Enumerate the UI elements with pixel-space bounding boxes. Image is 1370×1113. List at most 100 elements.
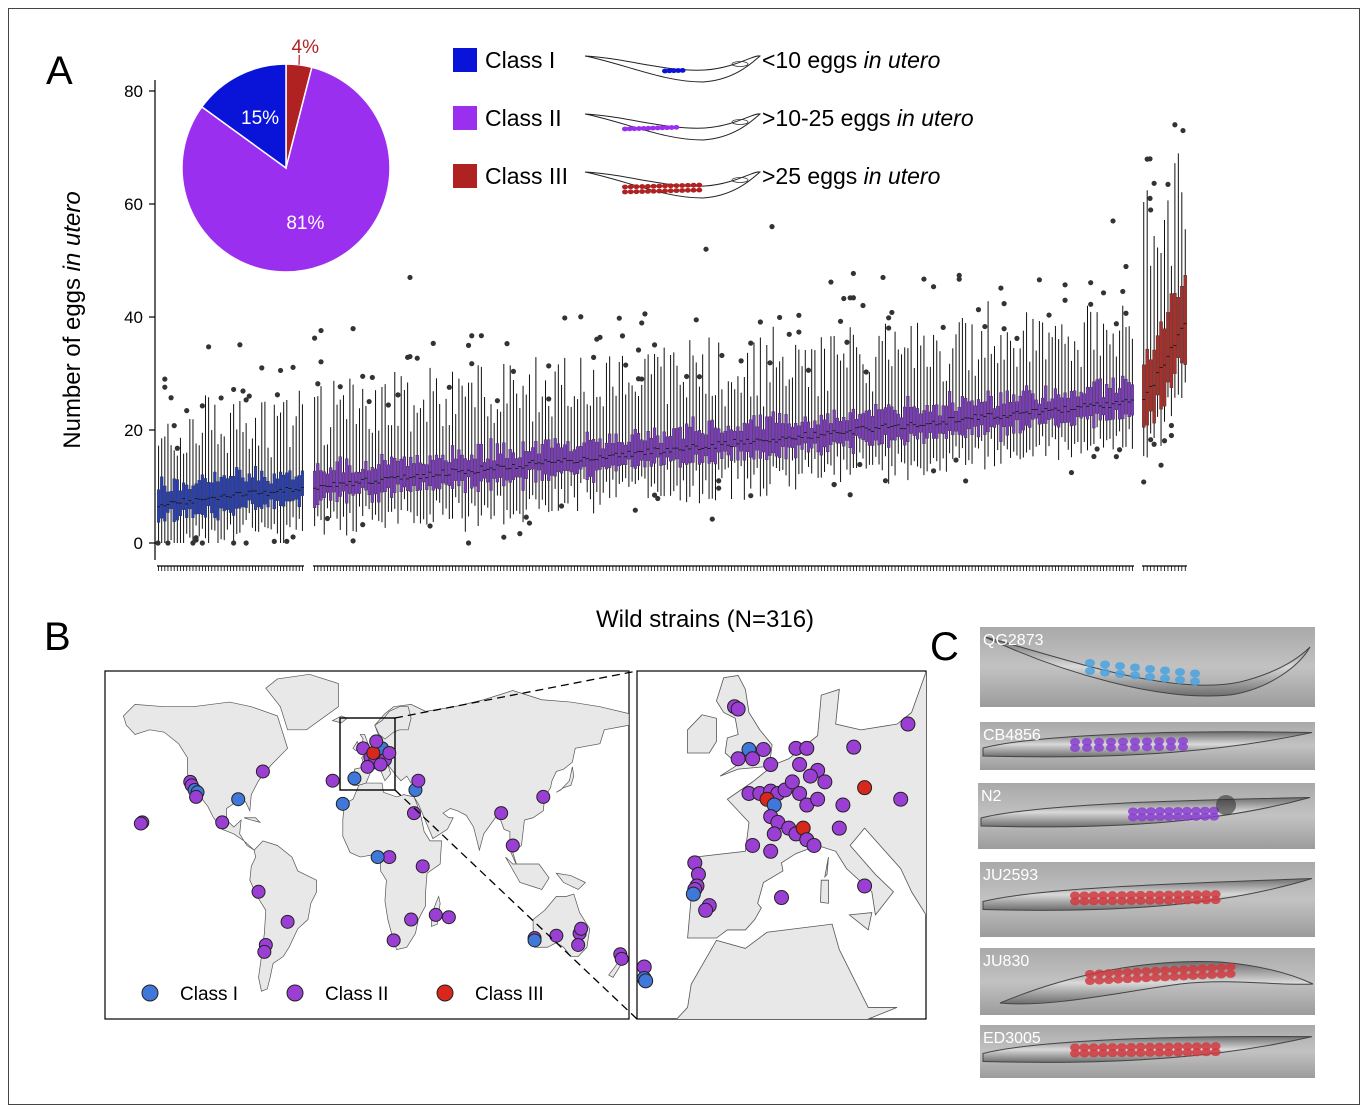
map-legend-label: Class I: [180, 984, 238, 1005]
europe-inset-map: [636, 670, 927, 1020]
strain-location-point: [251, 884, 266, 899]
egg-highlight: [1200, 806, 1210, 815]
worm-egg: [690, 187, 697, 193]
strain-box: [838, 421, 843, 444]
strain-box: [636, 433, 641, 467]
legend-desc-italic: in utero: [897, 105, 974, 131]
strain-box: [649, 437, 653, 467]
outlier-point: [395, 392, 401, 398]
outlier-point: [369, 374, 375, 381]
egg-highlight: [1130, 743, 1140, 752]
egg-highlight: [1154, 737, 1164, 746]
outlier-point: [517, 531, 523, 537]
strain-box: [778, 413, 782, 458]
worm-egg: [656, 188, 663, 194]
y-tick-label: 40: [124, 308, 143, 327]
outlier-point: [1168, 422, 1175, 429]
strain-box: [213, 471, 217, 518]
outlier-point: [318, 327, 324, 334]
strain-box: [543, 439, 548, 475]
strain-box: [848, 412, 852, 449]
strain-location-point: [810, 791, 826, 807]
strain-box: [691, 416, 695, 463]
strain-box: [269, 483, 273, 500]
egg-highlight: [1130, 663, 1140, 672]
strain-box: [1057, 394, 1061, 428]
strain-box: [188, 489, 192, 510]
outlier-point: [523, 514, 529, 520]
egg-highlight: [1122, 968, 1133, 977]
legend-swatch: [453, 106, 477, 130]
strain-box: [473, 458, 477, 487]
egg-highlight: [1103, 976, 1114, 985]
strain-box: [572, 449, 576, 475]
strain-box: [935, 404, 939, 439]
strain-box: [980, 402, 984, 426]
strain-box: [1159, 321, 1163, 410]
strain-box: [1152, 349, 1156, 424]
egg-highlight: [1169, 965, 1180, 974]
outlier-point: [427, 523, 433, 529]
strain-box: [441, 454, 445, 484]
outlier-point: [546, 396, 552, 402]
strain-box: [749, 419, 753, 458]
land-polygon: [556, 766, 575, 793]
outlier-point: [953, 457, 959, 463]
x-axis-label: Wild strains (N=316): [596, 606, 814, 633]
land-polygon: [123, 701, 288, 851]
land-polygon: [505, 856, 550, 890]
strain-name-label: N2: [981, 788, 1002, 805]
worm-egg: [650, 183, 657, 189]
strain-box: [412, 463, 416, 486]
egg-highlight: [1173, 807, 1183, 815]
strain-box: [617, 442, 621, 467]
outlier-point: [850, 270, 856, 277]
strain-box: [1098, 378, 1102, 421]
strain-box: [794, 423, 798, 459]
outlier-point: [889, 309, 895, 316]
outlier-point: [956, 276, 962, 282]
egg-highlight: [1135, 890, 1146, 899]
strain-box: [1008, 402, 1013, 427]
egg-highlight: [1094, 976, 1105, 985]
strain-box: [829, 423, 833, 445]
strain-image: CB4856: [980, 722, 1315, 770]
strain-box: [1044, 385, 1048, 424]
worm-egg: [696, 182, 703, 188]
outlier-point: [1120, 288, 1126, 295]
strain-box: [275, 478, 279, 501]
strain-box: [1005, 390, 1009, 436]
strain-box: [951, 402, 955, 436]
egg-highlight: [1160, 666, 1170, 675]
outlier-point: [1151, 441, 1157, 447]
egg-highlight: [1154, 1048, 1165, 1057]
strain-box: [582, 442, 586, 467]
strain-box: [495, 443, 499, 483]
egg-highlight: [1173, 1048, 1184, 1057]
egg-highlight: [1131, 974, 1142, 983]
outlier-point: [847, 492, 853, 498]
strain-box: [1092, 381, 1096, 429]
outlier-point: [478, 333, 484, 339]
strain-box: [989, 396, 993, 427]
egg-highlight: [1191, 890, 1202, 899]
strain-location-point: [638, 973, 654, 989]
strain-box: [322, 471, 326, 498]
strain-location-point: [347, 771, 362, 786]
land-polygon: [687, 714, 717, 754]
worm-egg: [645, 125, 652, 131]
egg-highlight: [1201, 1048, 1212, 1057]
worm-egg: [679, 188, 686, 193]
outlier-point: [469, 333, 475, 339]
strain-box: [713, 427, 718, 465]
strain-box: [396, 460, 400, 485]
strain-box: [200, 474, 204, 515]
egg-highlight: [1164, 813, 1174, 822]
outlier-point: [259, 365, 265, 371]
worm-egg: [667, 188, 674, 194]
strain-location-point: [255, 764, 270, 779]
worm-egg: [659, 125, 666, 131]
outlier-point: [828, 279, 834, 285]
strain-location-point: [857, 780, 873, 796]
strain-box: [1024, 385, 1029, 426]
